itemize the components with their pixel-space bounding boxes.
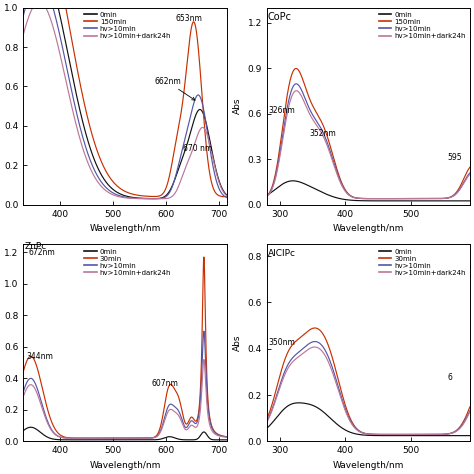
Legend: 0min, 30min, hv>10min, hv>10min+dark24h: 0min, 30min, hv>10min, hv>10min+dark24h [378, 248, 466, 276]
Text: 653nm: 653nm [175, 14, 202, 23]
Text: 350nm: 350nm [268, 338, 295, 347]
Text: 662nm: 662nm [154, 77, 195, 100]
Text: 672nm: 672nm [29, 248, 55, 257]
X-axis label: Wavelength/nm: Wavelength/nm [89, 224, 161, 233]
Text: 352nm: 352nm [309, 129, 336, 138]
Legend: 0min, 30min, hv>10min, hv>10min+dark24h: 0min, 30min, hv>10min, hv>10min+dark24h [84, 248, 172, 276]
Legend: 0min, 150min, hv>10min, hv>10min+dark24h: 0min, 150min, hv>10min, hv>10min+dark24h [84, 11, 172, 40]
X-axis label: Wavelength/nm: Wavelength/nm [89, 461, 161, 470]
Y-axis label: Abs: Abs [233, 335, 242, 351]
Text: AlClPc: AlClPc [268, 249, 296, 258]
X-axis label: Wavelength/nm: Wavelength/nm [333, 224, 404, 233]
X-axis label: Wavelength/nm: Wavelength/nm [333, 461, 404, 470]
Text: 6: 6 [447, 373, 452, 382]
Text: 344nm: 344nm [26, 353, 53, 362]
Text: 670 nm: 670 nm [183, 145, 212, 154]
Text: ZnPc: ZnPc [25, 242, 47, 251]
Y-axis label: Abs: Abs [233, 98, 242, 114]
Legend: 0min, 150min, hv>10min, hv>10min+dark24h: 0min, 150min, hv>10min, hv>10min+dark24h [378, 11, 466, 40]
Text: 595: 595 [447, 153, 462, 162]
Text: 607nm: 607nm [151, 379, 178, 388]
Text: CoPc: CoPc [268, 12, 292, 22]
Text: 326nm: 326nm [269, 106, 295, 115]
